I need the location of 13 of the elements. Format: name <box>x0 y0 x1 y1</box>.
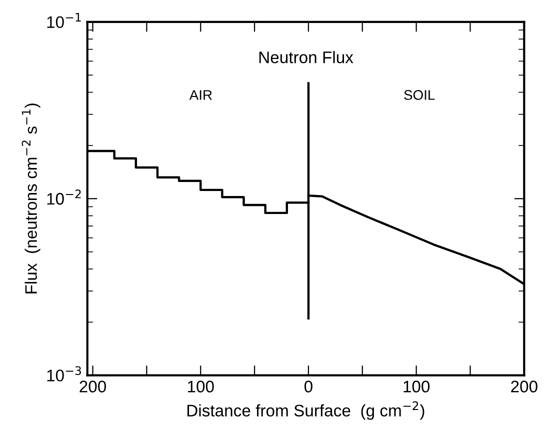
x-tick-label: 100 <box>404 380 430 392</box>
annotation: AIR <box>189 90 212 100</box>
x-tick-label: 100 <box>188 380 214 392</box>
y-tick-label: 10$^{−2}$ <box>47 190 81 205</box>
x-axis-title: Distance from Surface (g cm$^{−2}$) <box>187 401 424 420</box>
x-tick-label: 200 <box>511 380 538 392</box>
y-tick-label: 10$^{−1}$ <box>47 12 81 28</box>
annotation: SOIL <box>404 90 435 100</box>
x-tick-label: 200 <box>80 380 106 392</box>
x-tick-label: 0 <box>304 380 312 392</box>
text: Neutron Flux <box>259 51 354 64</box>
y-tick-label: 10$^{−3}$ <box>47 366 81 382</box>
y-axis-title: Flux (neutrons cm$^{−2}$ s$^{−1}$) <box>22 104 40 294</box>
